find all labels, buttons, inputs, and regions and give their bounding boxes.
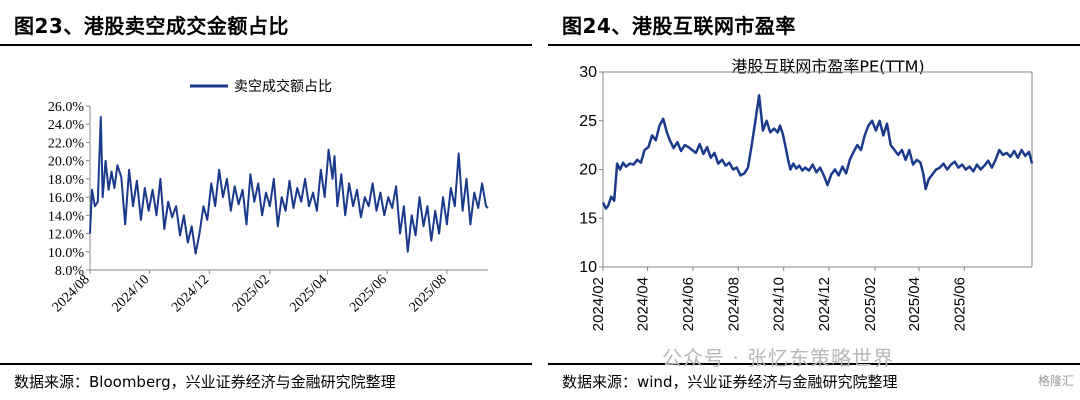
legend: 卖空成交额占比 (190, 78, 332, 95)
axes (86, 105, 488, 274)
y-tick-label: 25 (579, 113, 597, 130)
y-tick-label: 26.0% (48, 100, 85, 115)
y-tick-label: 22.0% (48, 136, 85, 151)
y-tick-label: 14.0% (48, 209, 85, 224)
series-line (601, 94, 1034, 210)
x-tick-label: 2025/08 (407, 272, 450, 315)
title-rule (548, 44, 1080, 46)
x-tick-label: 2025/04 (906, 277, 923, 331)
watermark-badge: 格隆汇 (1037, 374, 1074, 388)
watermark-text: 公众号 · 张忆东策略世界 (662, 346, 895, 370)
footer-rule (548, 363, 1080, 365)
y-tick-label: 10 (579, 259, 597, 276)
series-line (89, 115, 489, 255)
y-tick-label: 15 (579, 210, 597, 227)
x-tick-label: 2024/10 (771, 277, 788, 331)
y-tick-label: 20.0% (48, 155, 85, 170)
x-tick-label: 2024/06 (680, 277, 697, 331)
source-note: 数据来源：wind，兴业证券经济与金融研究院整理 (562, 373, 898, 391)
x-tick-label: 2025/02 (230, 272, 273, 315)
x-tick-label: 2024/02 (590, 277, 607, 331)
x-tick-label: 2025/02 (862, 277, 879, 331)
x-tick-label: 2024/04 (635, 277, 652, 331)
y-tick-label: 10.0% (48, 246, 85, 261)
y-tick-label: 16.0% (48, 191, 85, 206)
y-tick-label: 18.0% (48, 173, 85, 188)
pe-ratio-chart: 港股互联网市盈率PE(TTM) 10 15 20 25 30 2024/02 2024/04… (579, 57, 1034, 331)
axes (599, 71, 1033, 271)
x-tick-label: 2024/12 (816, 277, 833, 331)
y-tick-label: 20 (579, 162, 597, 179)
y-tick-label: 24.0% (48, 118, 85, 133)
x-tick-label: 2025/06 (347, 272, 390, 315)
x-tick-label: 2025/06 (951, 277, 968, 331)
title-rule (0, 44, 532, 46)
footer-rule (0, 363, 532, 365)
short-selling-chart: 8.0% 10.0% 12.0% 14.0% 16.0% 18.0% 20.0% 22.0% 2… (48, 78, 489, 315)
x-tick-label: 2024/08 (725, 277, 742, 331)
y-tick-label: 12.0% (48, 228, 85, 243)
chart-title: 图23、港股卖空成交金额占比 (14, 14, 289, 38)
legend-label: 卖空成交额占比 (234, 78, 332, 95)
plot-title: 港股互联网市盈率PE(TTM) (731, 57, 924, 76)
source-note: 数据来源：Bloomberg，兴业证券经济与金融研究院整理 (14, 373, 396, 391)
series-group (601, 94, 1034, 210)
x-tick-label: 2024/10 (109, 272, 152, 315)
tick-labels: 10 15 20 25 30 2024/02 2024/04 2024/06 2024/08 20… (579, 64, 968, 331)
series-group (89, 115, 489, 255)
chart-panel-pe-ratio: 图24、港股互联网市盈率 港股互联网市盈率PE(TTM) 10 15 20 25 30 2… (548, 0, 1080, 400)
y-tick-label: 30 (579, 64, 597, 81)
x-tick-label: 2025/04 (287, 272, 330, 315)
chart-panel-short-selling: 图23、港股卖空成交金额占比 8.0% 10.0% 12.0% 14.0% 16.0% 1… (0, 0, 532, 400)
chart-title: 图24、港股互联网市盈率 (562, 14, 796, 38)
y-tick-label: 8.0% (55, 264, 85, 279)
x-tick-label: 2024/12 (169, 272, 212, 315)
